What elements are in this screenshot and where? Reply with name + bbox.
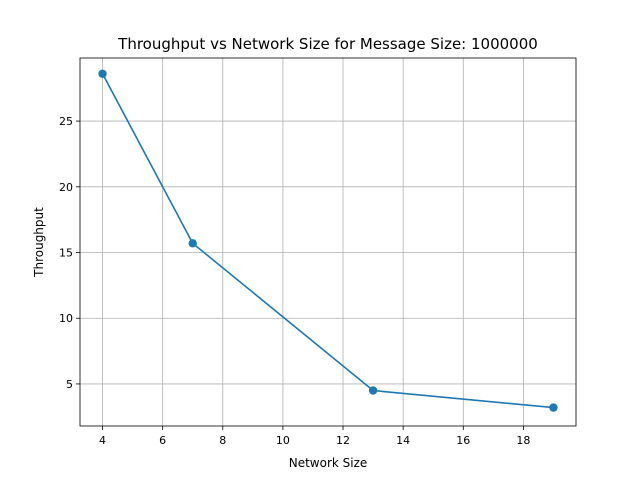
data-point (549, 403, 558, 412)
plot-frame (79, 57, 577, 427)
x-tick-label: 18 (516, 434, 530, 447)
y-tick-label: 10 (59, 312, 73, 325)
x-tick-label: 6 (159, 434, 166, 447)
data-point (98, 69, 107, 78)
axis-ticks: 4 6 8 10 12 14 16 18 5 10 15 20 25 (59, 115, 530, 447)
data-point (188, 239, 197, 248)
y-tick-label: 20 (59, 181, 73, 194)
series-line (101, 73, 554, 409)
x-tick-label: 14 (396, 434, 410, 447)
x-tick-label: 16 (456, 434, 470, 447)
chart-title: Throughput vs Network Size for Message S… (117, 35, 538, 53)
x-axis-label: Network Size (289, 456, 368, 470)
y-axis-label: Throughput (32, 207, 46, 278)
x-tick-label: 4 (99, 434, 106, 447)
x-tick-label: 10 (276, 434, 290, 447)
x-tick-label: 8 (219, 434, 226, 447)
series-layer (98, 69, 558, 412)
data-point (368, 386, 378, 395)
y-tick-label: 15 (59, 247, 73, 260)
x-tick-label: 12 (336, 434, 350, 447)
y-tick-label: 5 (66, 378, 73, 391)
y-tick-label: 25 (59, 115, 73, 128)
